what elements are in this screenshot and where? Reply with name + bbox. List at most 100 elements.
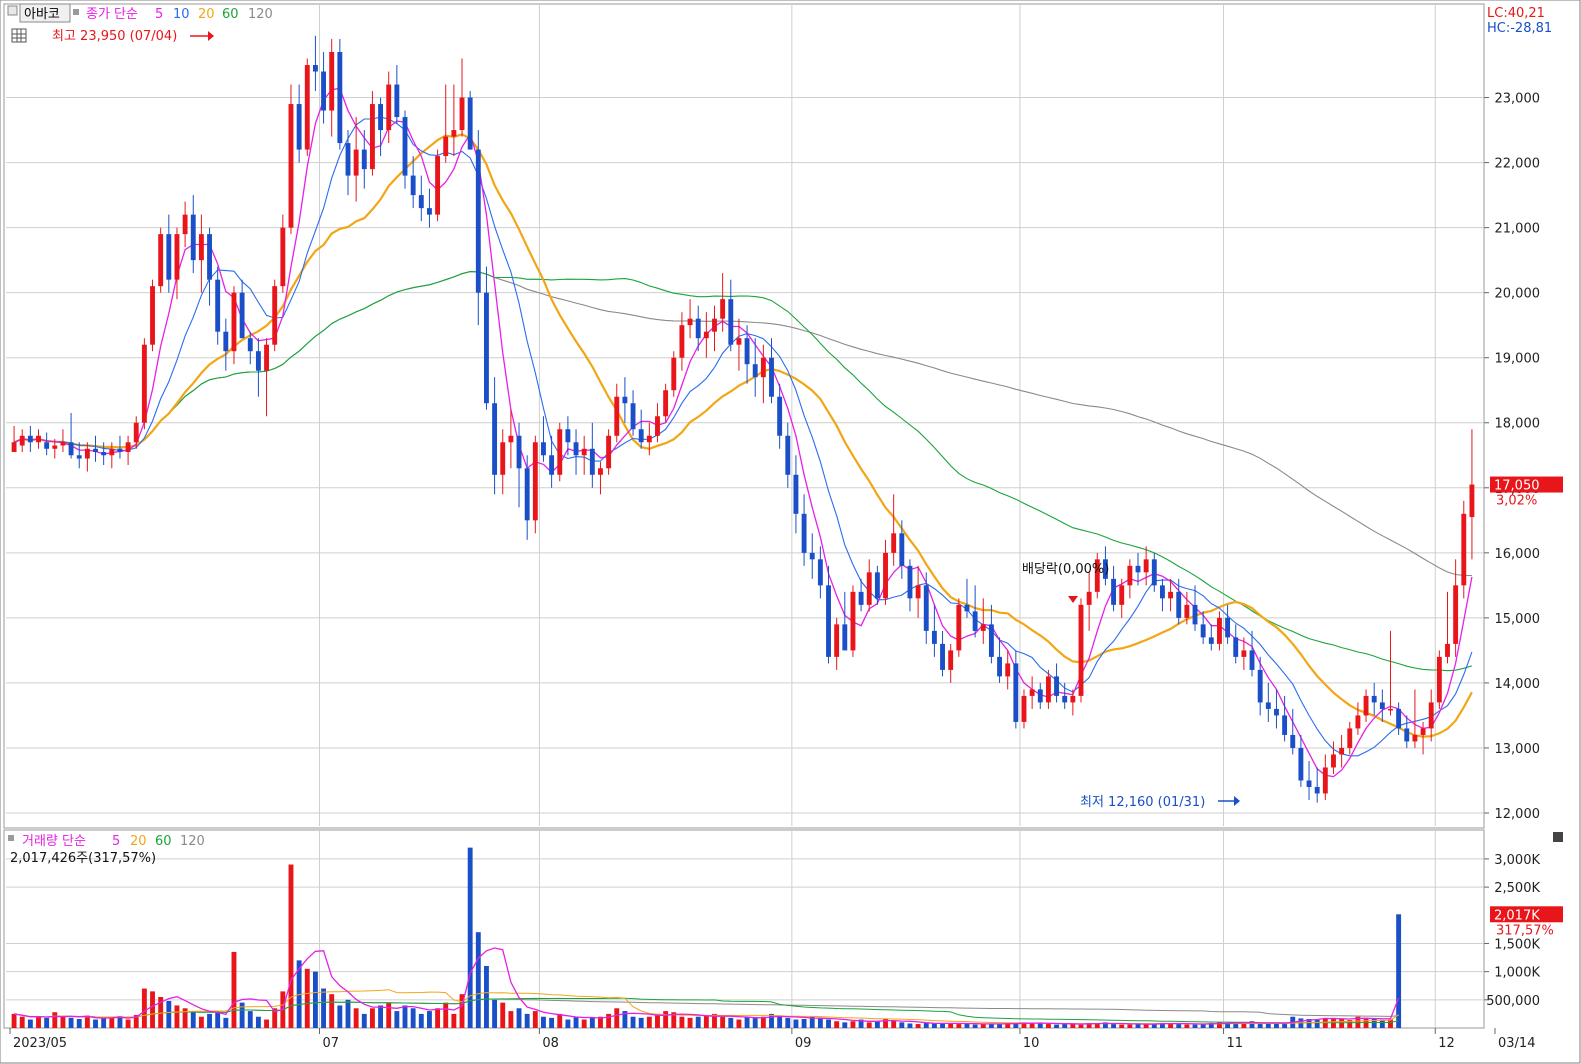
volume-bar [304, 968, 310, 1028]
volume-bar [426, 1011, 432, 1028]
volume-bar [174, 1005, 180, 1028]
volume-bar [728, 1017, 734, 1028]
candle-body [1070, 695, 1076, 703]
candles [11, 35, 1475, 803]
candle-body [1159, 585, 1165, 599]
candle-body [883, 552, 888, 599]
volume-bar [329, 994, 335, 1028]
volume-bar [52, 1012, 58, 1028]
volume-bar [1396, 914, 1402, 1028]
volume-bars [11, 847, 1402, 1028]
candle-body [646, 435, 652, 443]
volume-bar [198, 1016, 204, 1028]
candle-body [1404, 728, 1410, 742]
candle-body [207, 234, 212, 280]
volume-bar [712, 1013, 717, 1028]
volume-bar [353, 1008, 359, 1028]
volume-bar [182, 1008, 188, 1028]
volume-panel-frame [3, 829, 1485, 1029]
candle-body [492, 403, 498, 475]
volume-bar [842, 1022, 848, 1028]
candle-body [484, 292, 489, 404]
volume-bar [93, 1019, 98, 1028]
volume-bar [337, 1005, 343, 1028]
volume-bar [744, 1016, 750, 1028]
candle-body [866, 572, 872, 605]
candle-body [1274, 708, 1279, 716]
ma20-line [13, 133, 1473, 738]
volume-legend-period: 60 [155, 834, 172, 849]
candle-body [834, 624, 840, 657]
volume-bar [158, 997, 164, 1028]
candle-body [907, 565, 913, 599]
date-axis-label: 09 [795, 1036, 812, 1051]
current-price-badge [1490, 476, 1563, 493]
candle-body [1396, 708, 1402, 729]
volume-axis-label: 1,000K [1494, 966, 1540, 981]
volume-bar [720, 1016, 726, 1028]
candle-body [361, 149, 367, 170]
candle-body [166, 234, 172, 280]
candle-body [557, 429, 563, 475]
volume-bar [891, 1020, 897, 1028]
candle-body [809, 552, 815, 560]
candle-body [1029, 689, 1035, 696]
candle-body [1094, 559, 1100, 592]
volume-bar [769, 1013, 774, 1028]
candle-body [614, 396, 620, 436]
candle-body [353, 149, 359, 176]
candle-body [524, 468, 530, 521]
volume-bar [484, 966, 489, 1028]
volume-bar [850, 1021, 856, 1028]
candle-body [1290, 734, 1296, 748]
volume-bar [1013, 1023, 1019, 1028]
volume-bar [1135, 1024, 1141, 1028]
low-arrow-head [1234, 796, 1240, 806]
volume-bar [133, 1015, 139, 1028]
price-axis-label: 23,000 [1495, 92, 1541, 107]
volume-bar [524, 1013, 530, 1028]
overlays: 아바코 종가 단순 5 10 20 60 120 최고 23,950 (07/04) 최저 12… [7, 3, 1563, 938]
volume-bar [1314, 1019, 1320, 1028]
candle-body [150, 286, 155, 345]
volume-bar [68, 1017, 74, 1028]
volume-info: 2,017,426주(317,57%) [10, 851, 156, 866]
candle-body [1420, 728, 1426, 735]
candle-body [1086, 591, 1092, 605]
volume-bar [1388, 1019, 1393, 1028]
candle-body [541, 442, 546, 456]
candle-body [1257, 669, 1263, 703]
candle-body [1168, 591, 1174, 599]
date-axis-label: 12 [1438, 1036, 1455, 1051]
candle-body [1331, 754, 1336, 768]
candle-body [703, 331, 709, 339]
volume-bar [1094, 1023, 1100, 1028]
volume-bar [614, 1008, 620, 1028]
candle-body [817, 559, 823, 586]
volume-axis-label: 3,000K [1494, 853, 1540, 868]
candle-body [117, 448, 123, 453]
candle-body [728, 299, 734, 345]
volume-bar [321, 988, 327, 1028]
stock-name-button [19, 3, 71, 23]
price-axis-label: 12,000 [1495, 807, 1541, 822]
volume-legend-period: 5 [112, 834, 120, 849]
volume-bar [84, 1015, 90, 1028]
volume-bar [231, 951, 237, 1028]
candle-body [1078, 604, 1084, 696]
date-axis-label: 10 [1023, 1036, 1040, 1051]
candle-body [378, 104, 384, 131]
volume-bar [948, 1023, 954, 1028]
dividend-marker [1068, 596, 1078, 603]
volume-bar [141, 988, 147, 1028]
volume-bar [883, 1018, 888, 1028]
volume-bar [557, 1013, 563, 1028]
candle-body [1119, 585, 1125, 605]
volume-bar [1070, 1023, 1076, 1028]
price-legend-label: 종가 단순 [86, 7, 138, 22]
candle-body [1339, 747, 1345, 755]
candle-body [1233, 637, 1239, 657]
